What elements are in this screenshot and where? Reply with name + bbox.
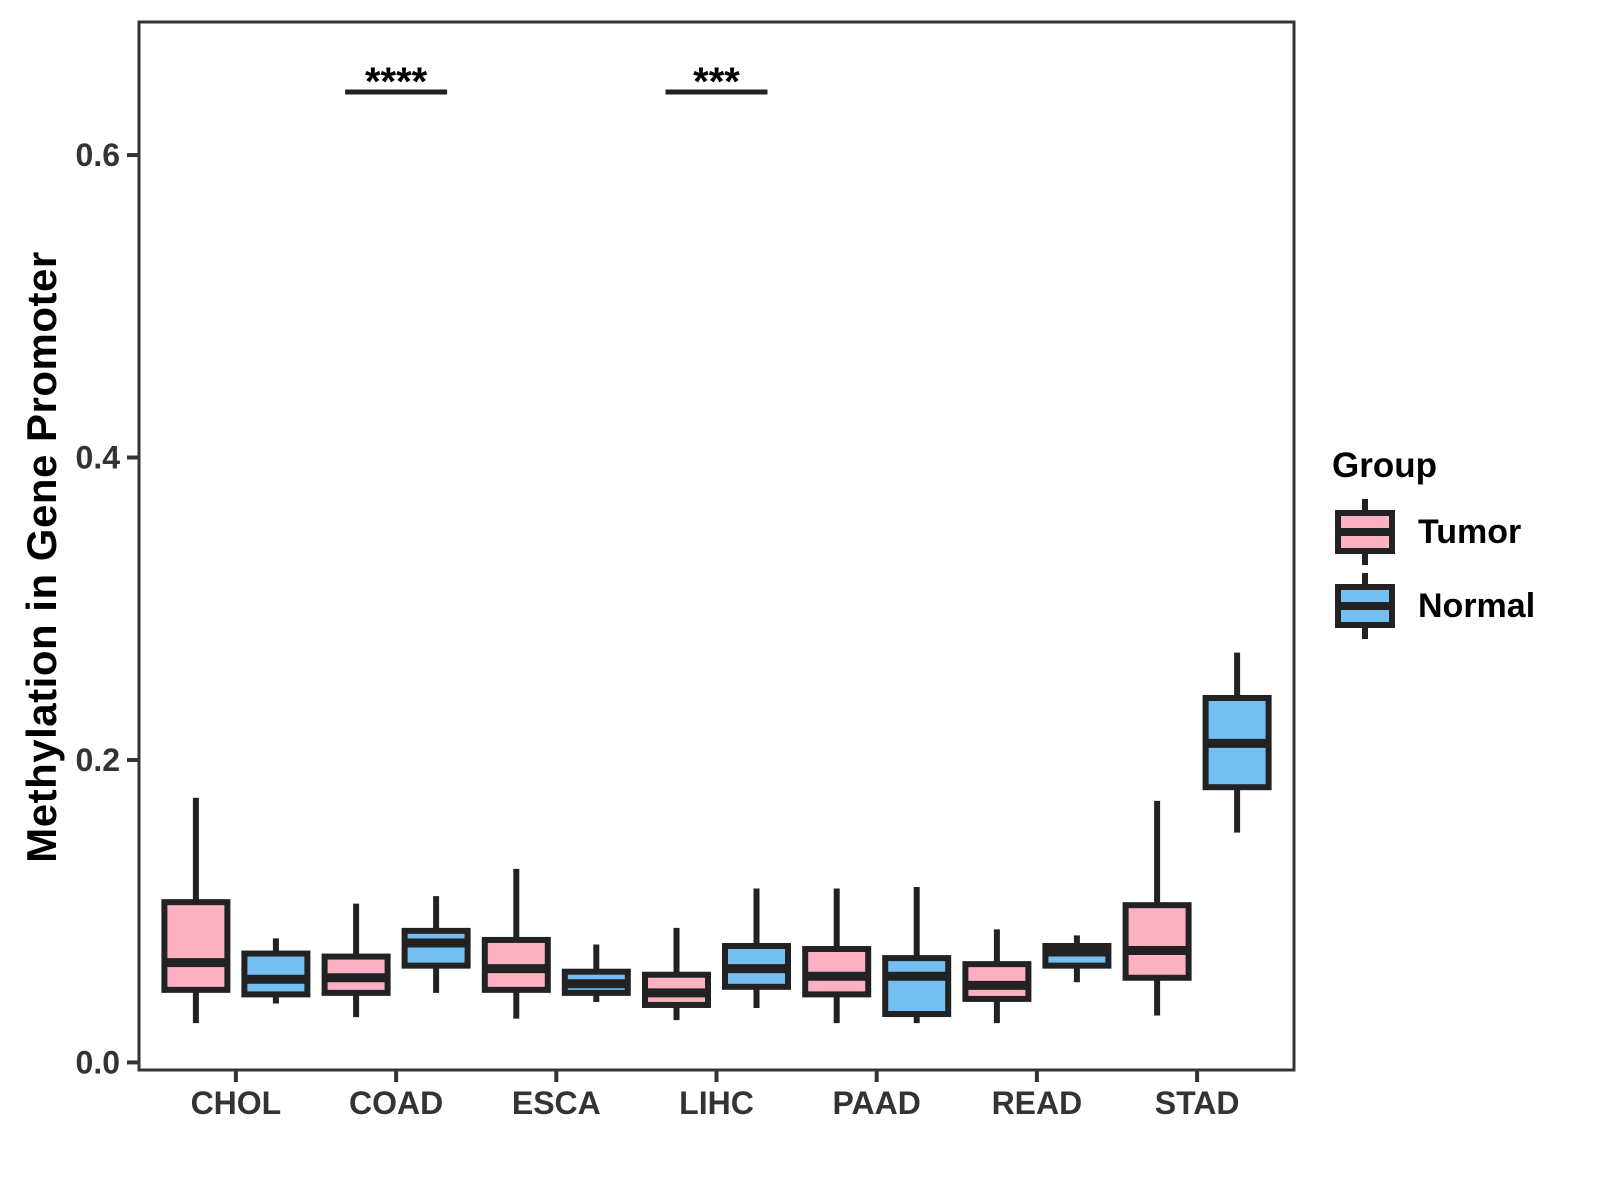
legend-item-normal[interactable]: Normal [1330, 570, 1535, 642]
boxplot-normal-lihc [722, 888, 791, 1008]
box [1122, 902, 1192, 981]
boxplot-normal-stad [1202, 652, 1272, 833]
x-tick-label-chol: CHOL [191, 1085, 282, 1121]
legend: Group Tumor Normal [1330, 446, 1535, 642]
y-tick-label: 0.6 [76, 137, 120, 173]
x-tick-label-esca: ESCA [512, 1085, 601, 1121]
box [161, 899, 231, 993]
x-tick-label-coad: COAD [349, 1085, 443, 1121]
boxplot-tumor-lihc [642, 927, 711, 1021]
boxplot-tumor-coad [321, 903, 391, 1018]
legend-label-normal: Normal [1418, 586, 1536, 625]
significance-stars: **** [365, 60, 428, 104]
legend-label-tumor: Tumor [1418, 512, 1522, 551]
boxplot-normal-read [1042, 935, 1112, 983]
boxplot-tumor-paad [802, 888, 872, 1024]
box [802, 946, 872, 998]
box [241, 950, 311, 998]
x-tick-label-stad: STAD [1155, 1085, 1240, 1121]
significance-coad: **** [345, 60, 448, 104]
boxplot-normal-paad [882, 887, 952, 1024]
normal-boxplot-key-icon [1335, 573, 1395, 639]
x-tick-label-paad: PAAD [833, 1085, 921, 1121]
boxplot-normal-coad [401, 896, 471, 993]
legend-item-tumor[interactable]: Tumor [1330, 496, 1535, 568]
y-tick-label: 0.4 [76, 440, 121, 476]
box [401, 927, 471, 969]
y-tick-label: 0.0 [76, 1044, 120, 1080]
boxplot-tumor-stad [1122, 800, 1192, 1016]
y-tick-label: 0.2 [76, 742, 120, 778]
significance-stars: *** [693, 60, 740, 104]
boxplot-normal-chol [241, 938, 311, 1004]
x-tick-label-read: READ [992, 1085, 1083, 1121]
y-axis-title: Methylation in Gene Promoter [18, 251, 65, 863]
boxplot-normal-esca [561, 944, 631, 1002]
significance-lihc: *** [665, 60, 768, 104]
tumor-boxplot-key-icon [1335, 499, 1395, 565]
boxplot-tumor-chol [161, 797, 231, 1024]
boxplot-tumor-esca [481, 868, 551, 1019]
x-tick-label-lihc: LIHC [679, 1085, 754, 1121]
panel-border [137, 20, 1296, 1072]
legend-title: Group [1332, 446, 1437, 485]
boxplot-tumor-read [962, 929, 1032, 1024]
box [882, 955, 952, 1018]
